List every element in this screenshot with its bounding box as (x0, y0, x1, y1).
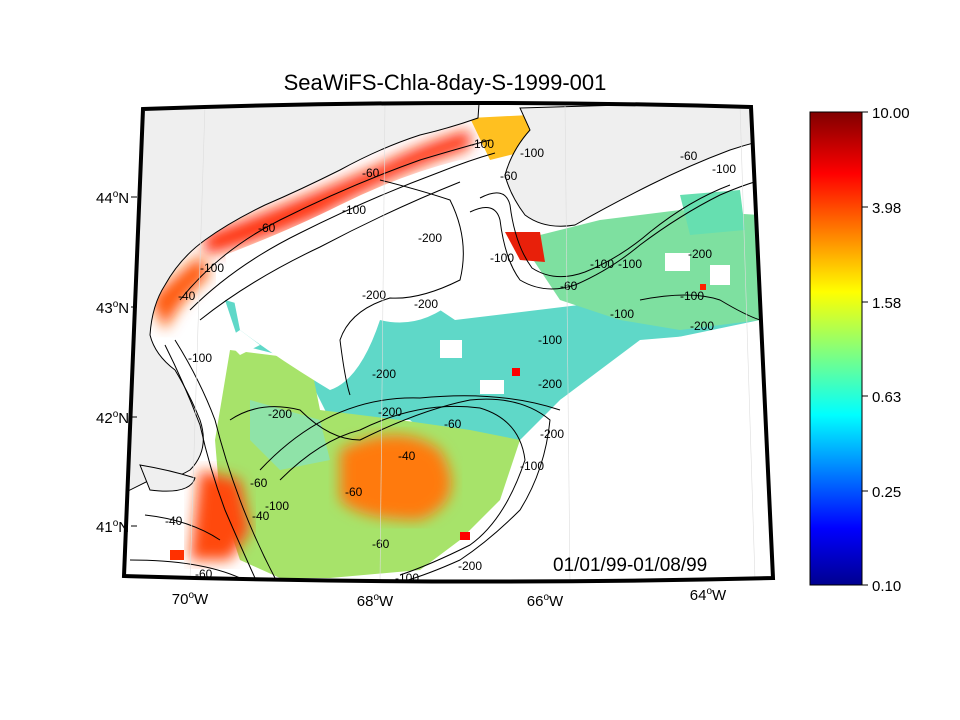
lat-tick-label: 41oN (96, 518, 129, 536)
contour-label: -100 (470, 137, 494, 151)
contour-label: -40 (252, 509, 270, 523)
contour-label: -100 (610, 307, 634, 321)
date-range-label: 01/01/99-01/08/99 (553, 555, 707, 576)
contour-label: -200 (540, 427, 564, 441)
contour-labels: -60 -100 -100 -40 -100 -200 -200 -200 -2… (165, 137, 736, 585)
graticule (189, 101, 756, 584)
colorbar-gradient (809, 111, 863, 586)
lon-tick-label: 68oW (357, 592, 394, 610)
colorbar: 10.00 3.98 1.58 0.63 0.25 0.10 (809, 105, 910, 595)
lon-tick-label: 70oW (172, 590, 209, 608)
latitude-ticks: 44oN 43oN 42oN 41oN (96, 189, 137, 536)
contour-label: -200 (458, 559, 482, 573)
colorbar-tick-label: 3.98 (872, 200, 901, 217)
contour-label: -60 (345, 485, 363, 499)
lat-tick-label: 43oN (96, 299, 129, 317)
lat-tick-label: 44oN (96, 189, 129, 207)
contour-label: -60 (362, 166, 380, 180)
contour-label: -100 (342, 203, 366, 217)
contour-label: -200 (372, 367, 396, 381)
colorbar-tick-label: 1.58 (872, 295, 901, 312)
contour-label: -200 (414, 297, 438, 311)
lon-tick-label: 64oW (690, 586, 727, 604)
contour-label: -200 (268, 407, 292, 421)
contour-label: -200 (362, 288, 386, 302)
contour-label: -100 (200, 261, 224, 275)
longitude-ticks: 70oW 68oW 66oW 64oW (172, 586, 727, 610)
bathymetry-contours (129, 139, 771, 582)
contour-label: -100 (712, 162, 736, 176)
contour-label: -100 (395, 571, 419, 585)
map-title: SeaWiFS-Chla-8day-S-1999-001 (283, 70, 607, 95)
contour-label: -100 (520, 146, 544, 160)
map-frame (121, 100, 776, 584)
lat-tick-label: 42oN (96, 409, 129, 427)
contour-label: -200 (418, 231, 442, 245)
contour-label: -60 (680, 149, 698, 163)
contour-label: -200 (690, 319, 714, 333)
contour-label: -60 (258, 221, 276, 235)
contour-label: -200 (378, 405, 402, 419)
contour-label: -60 (250, 476, 268, 490)
colorbar-tick-label: 0.25 (872, 484, 901, 501)
contour-label: -60 (372, 537, 390, 551)
contour-label: -100 (680, 289, 704, 303)
contour-label: -100 (590, 257, 614, 271)
contour-label: -100 (188, 351, 212, 365)
chlorophyll-field (150, 115, 760, 578)
map-area: -60 -100 -100 -40 -100 -200 -200 -200 -2… (124, 102, 773, 585)
colorbar-tick-label: 0.10 (872, 578, 901, 595)
contour-label: -60 (560, 279, 578, 293)
contour-label: -100 (520, 459, 544, 473)
contour-label: -100 (490, 251, 514, 265)
contour-label: -60 (444, 417, 462, 431)
contour-label: -100 (538, 333, 562, 347)
colorbar-tick-label: 0.63 (872, 389, 901, 406)
contour-label: -100 (265, 499, 289, 513)
no-data-gaps (225, 160, 760, 582)
colorbar-tick-label: 10.00 (872, 105, 910, 122)
contour-label: -40 (398, 449, 416, 463)
contour-label: -200 (688, 247, 712, 261)
contour-label: -40 (178, 289, 196, 303)
contour-label: -60 (500, 169, 518, 183)
contour-label: -200 (538, 377, 562, 391)
contour-label: -40 (165, 514, 183, 528)
contour-label: -100 (618, 257, 642, 271)
lon-tick-label: 66oW (527, 592, 564, 610)
